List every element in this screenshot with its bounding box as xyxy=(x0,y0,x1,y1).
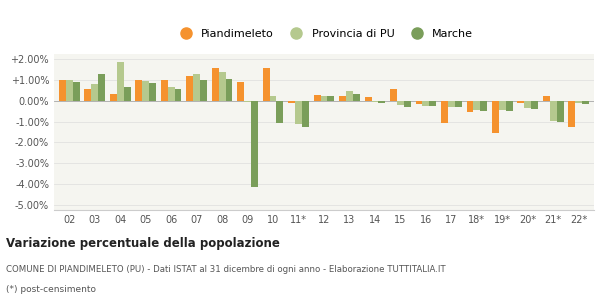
Bar xyxy=(524,101,531,108)
Bar xyxy=(328,96,334,101)
Bar xyxy=(73,82,80,101)
Bar xyxy=(499,101,506,110)
Bar xyxy=(302,101,309,127)
Text: (*) post-censimento: (*) post-censimento xyxy=(6,286,96,295)
Bar xyxy=(91,84,98,101)
Bar xyxy=(568,101,575,127)
Bar xyxy=(59,80,66,101)
Bar xyxy=(480,101,487,111)
Bar xyxy=(110,94,117,101)
Bar xyxy=(175,89,181,101)
Bar xyxy=(263,68,269,101)
Bar xyxy=(269,96,277,101)
Bar xyxy=(365,97,371,101)
Bar xyxy=(320,96,328,101)
Bar xyxy=(506,101,512,111)
Bar xyxy=(582,101,589,104)
Bar xyxy=(149,83,156,101)
Bar xyxy=(397,101,404,105)
Bar xyxy=(430,101,436,106)
Bar xyxy=(314,94,320,101)
Bar xyxy=(161,80,168,101)
Bar xyxy=(557,101,563,122)
Bar xyxy=(492,101,499,133)
Bar xyxy=(404,101,411,107)
Bar xyxy=(473,101,480,110)
Bar xyxy=(353,94,360,101)
Bar xyxy=(237,82,244,101)
Bar xyxy=(288,101,295,103)
Bar xyxy=(277,101,283,123)
Bar xyxy=(187,76,193,101)
Bar xyxy=(575,101,582,103)
Bar xyxy=(371,101,379,102)
Bar xyxy=(244,101,251,102)
Bar xyxy=(543,96,550,101)
Bar xyxy=(98,74,105,101)
Bar xyxy=(200,80,207,101)
Legend: Piandimeleto, Provincia di PU, Marche: Piandimeleto, Provincia di PU, Marche xyxy=(172,25,476,42)
Bar xyxy=(467,101,473,112)
Bar xyxy=(295,101,302,124)
Bar xyxy=(212,68,218,101)
Bar xyxy=(339,96,346,101)
Bar xyxy=(218,72,226,101)
Bar xyxy=(550,101,557,121)
Bar xyxy=(390,89,397,101)
Bar xyxy=(422,101,430,106)
Bar xyxy=(455,101,461,107)
Bar xyxy=(416,101,422,104)
Bar xyxy=(66,80,73,101)
Bar xyxy=(251,101,258,187)
Bar xyxy=(448,101,455,107)
Text: Variazione percentuale della popolazione: Variazione percentuale della popolazione xyxy=(6,238,280,250)
Bar xyxy=(379,101,385,103)
Bar xyxy=(124,87,131,101)
Bar xyxy=(168,87,175,101)
Text: COMUNE DI PIANDIMELETO (PU) - Dati ISTAT al 31 dicembre di ogni anno - Elaborazi: COMUNE DI PIANDIMELETO (PU) - Dati ISTAT… xyxy=(6,265,446,274)
Bar xyxy=(142,81,149,101)
Bar xyxy=(226,79,232,101)
Bar xyxy=(193,74,200,101)
Bar xyxy=(346,92,353,101)
Bar xyxy=(531,101,538,109)
Bar xyxy=(136,80,142,101)
Bar xyxy=(517,101,524,103)
Bar xyxy=(441,101,448,123)
Bar xyxy=(117,62,124,101)
Bar xyxy=(85,89,91,101)
